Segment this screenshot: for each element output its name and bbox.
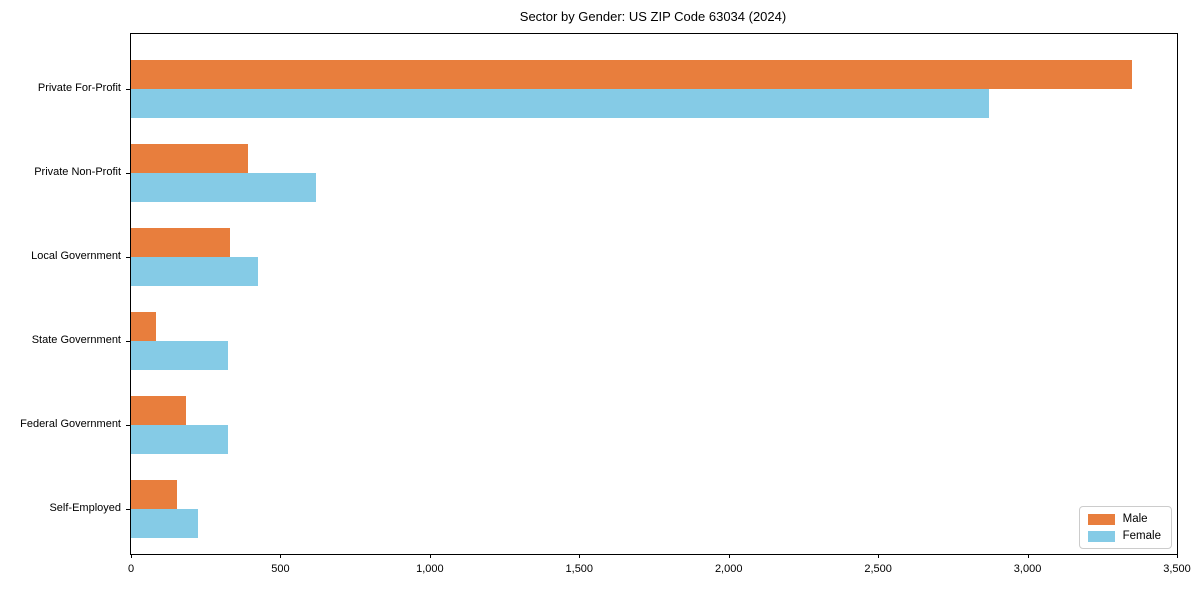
x-tick-label: 2,000 bbox=[714, 563, 743, 575]
y-tick-mark bbox=[126, 173, 130, 174]
y-tick-label-local-government: Local Government bbox=[31, 250, 121, 262]
legend: Male Female bbox=[1078, 506, 1172, 549]
legend-item-male: Male bbox=[1087, 513, 1161, 525]
y-tick-label-private-non-profit: Private Non-Profit bbox=[34, 166, 121, 178]
legend-swatch-female-icon bbox=[1087, 530, 1115, 542]
legend-label-male: Male bbox=[1122, 513, 1148, 525]
x-tick-label: 0 bbox=[127, 563, 135, 575]
bar-male-federal-government bbox=[131, 396, 187, 425]
x-tick-label: 1,500 bbox=[565, 563, 594, 575]
y-tick-label-private-for-profit: Private For-Profit bbox=[37, 82, 121, 94]
x-tick-mark bbox=[728, 554, 730, 558]
plot-area: 0 500 1,000 1,500 2,000 2,500 3,000 3,500 Priva… bbox=[20, 33, 1191, 575]
y-tick-mark bbox=[126, 509, 130, 510]
x-tick-label: 3,000 bbox=[1013, 563, 1042, 575]
bar-male-state-government bbox=[131, 312, 157, 341]
x-tick-label: 2,500 bbox=[864, 563, 892, 575]
legend-swatch-male-icon bbox=[1087, 513, 1115, 525]
x-tick-mark bbox=[429, 554, 431, 558]
y-tick-mark bbox=[126, 425, 130, 426]
bar-female-private-for-profit bbox=[131, 89, 989, 118]
x-tick-mark bbox=[280, 554, 282, 558]
y-tick-mark bbox=[126, 257, 130, 258]
bar-female-local-government bbox=[131, 257, 258, 286]
x-tick-label: 1,000 bbox=[416, 563, 444, 575]
x-tick-mark bbox=[878, 554, 880, 558]
x-tick-mark bbox=[1177, 554, 1178, 558]
bar-female-state-government bbox=[131, 341, 229, 370]
x-tick-mark bbox=[131, 554, 132, 558]
x-tick-label: 3,500 bbox=[1163, 563, 1191, 575]
legend-item-female: Female bbox=[1087, 530, 1161, 542]
y-tick-label-self-employed: Self-Employed bbox=[49, 502, 121, 514]
x-tick-label: 500 bbox=[271, 563, 290, 575]
y-tick-mark bbox=[126, 341, 130, 342]
bar-female-federal-government bbox=[131, 425, 229, 454]
x-tick-mark bbox=[579, 554, 581, 558]
chart-title: Sector by Gender: US ZIP Code 63034 (202… bbox=[519, 9, 787, 24]
bar-female-private-non-profit bbox=[131, 173, 317, 202]
x-tick-mark bbox=[1027, 554, 1029, 558]
y-tick-mark bbox=[126, 89, 130, 90]
bar-male-private-non-profit bbox=[131, 144, 248, 173]
bar-male-local-government bbox=[131, 228, 230, 257]
y-tick-label-state-government: State Government bbox=[31, 334, 121, 346]
bar-male-private-for-profit bbox=[131, 60, 1133, 89]
bar-male-self-employed bbox=[131, 480, 178, 509]
bar-female-self-employed bbox=[131, 509, 199, 538]
legend-label-female: Female bbox=[1122, 530, 1161, 542]
y-tick-label-federal-government: Federal Government bbox=[20, 418, 121, 430]
